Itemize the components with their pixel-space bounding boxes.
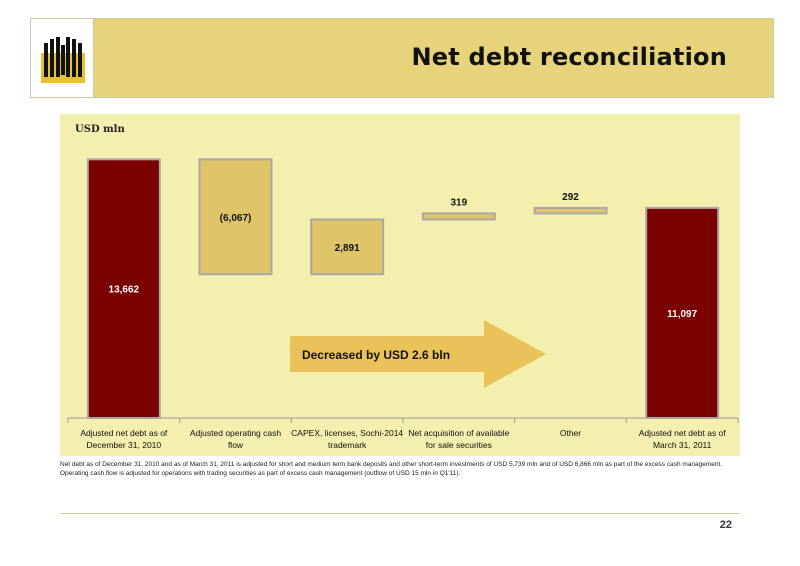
data-label-6: 11,097 xyxy=(667,309,697,320)
page-number: 22 xyxy=(719,519,732,531)
category-label-3: CAPEX, licenses, Sochi-2014 xyxy=(291,428,403,438)
unit-label: USD mln xyxy=(75,124,125,135)
footer-divider xyxy=(60,513,740,514)
category-label-6: Adjusted net debt as of xyxy=(639,428,727,438)
category-label-3: trademark xyxy=(328,440,367,450)
category-label-1: Adjusted net debt as of xyxy=(80,428,168,438)
bar-1 xyxy=(86,158,161,420)
bar-5 xyxy=(533,206,608,215)
category-label-2: Adjusted operating cash xyxy=(190,428,281,438)
header-band xyxy=(93,19,773,97)
decrease-arrow xyxy=(290,320,546,388)
category-label-4: Net acquisition of available xyxy=(408,428,509,438)
category-label-4: for sale securities xyxy=(426,440,492,450)
bar-3 xyxy=(310,218,385,276)
footnote-2: Operating cash flow is adjusted for oper… xyxy=(60,469,461,477)
bar-4 xyxy=(421,212,496,221)
page-title: Net debt reconciliation xyxy=(411,43,727,71)
data-label-1: 13,662 xyxy=(109,285,140,296)
data-label-2: (6,067) xyxy=(220,213,252,224)
category-label-5: Other xyxy=(560,428,581,438)
arrow-label: Decreased by USD 2.6 bln xyxy=(302,348,450,362)
slide-header: Net debt reconciliation xyxy=(30,18,774,98)
bar-6 xyxy=(645,206,720,419)
data-label-3: 2,891 xyxy=(335,243,360,254)
waterfall-chart: Decreased by USD 2.6 bln 13,662 Adjusted n… xyxy=(67,158,739,450)
company-logo-icon xyxy=(41,37,85,83)
chart-background xyxy=(60,114,740,456)
footnote-1: Net debt as of December 31, 2010 and as … xyxy=(60,461,723,468)
data-label-5: 292 xyxy=(562,192,579,203)
category-label-2: flow xyxy=(228,440,244,450)
category-label-6: March 31, 2011 xyxy=(653,440,712,450)
data-label-4: 319 xyxy=(450,197,467,208)
bar-2 xyxy=(198,158,273,276)
footnotes: Net debt as of December 31, 2010 and as … xyxy=(60,461,740,478)
category-label-1: December 31, 2010 xyxy=(86,440,161,450)
